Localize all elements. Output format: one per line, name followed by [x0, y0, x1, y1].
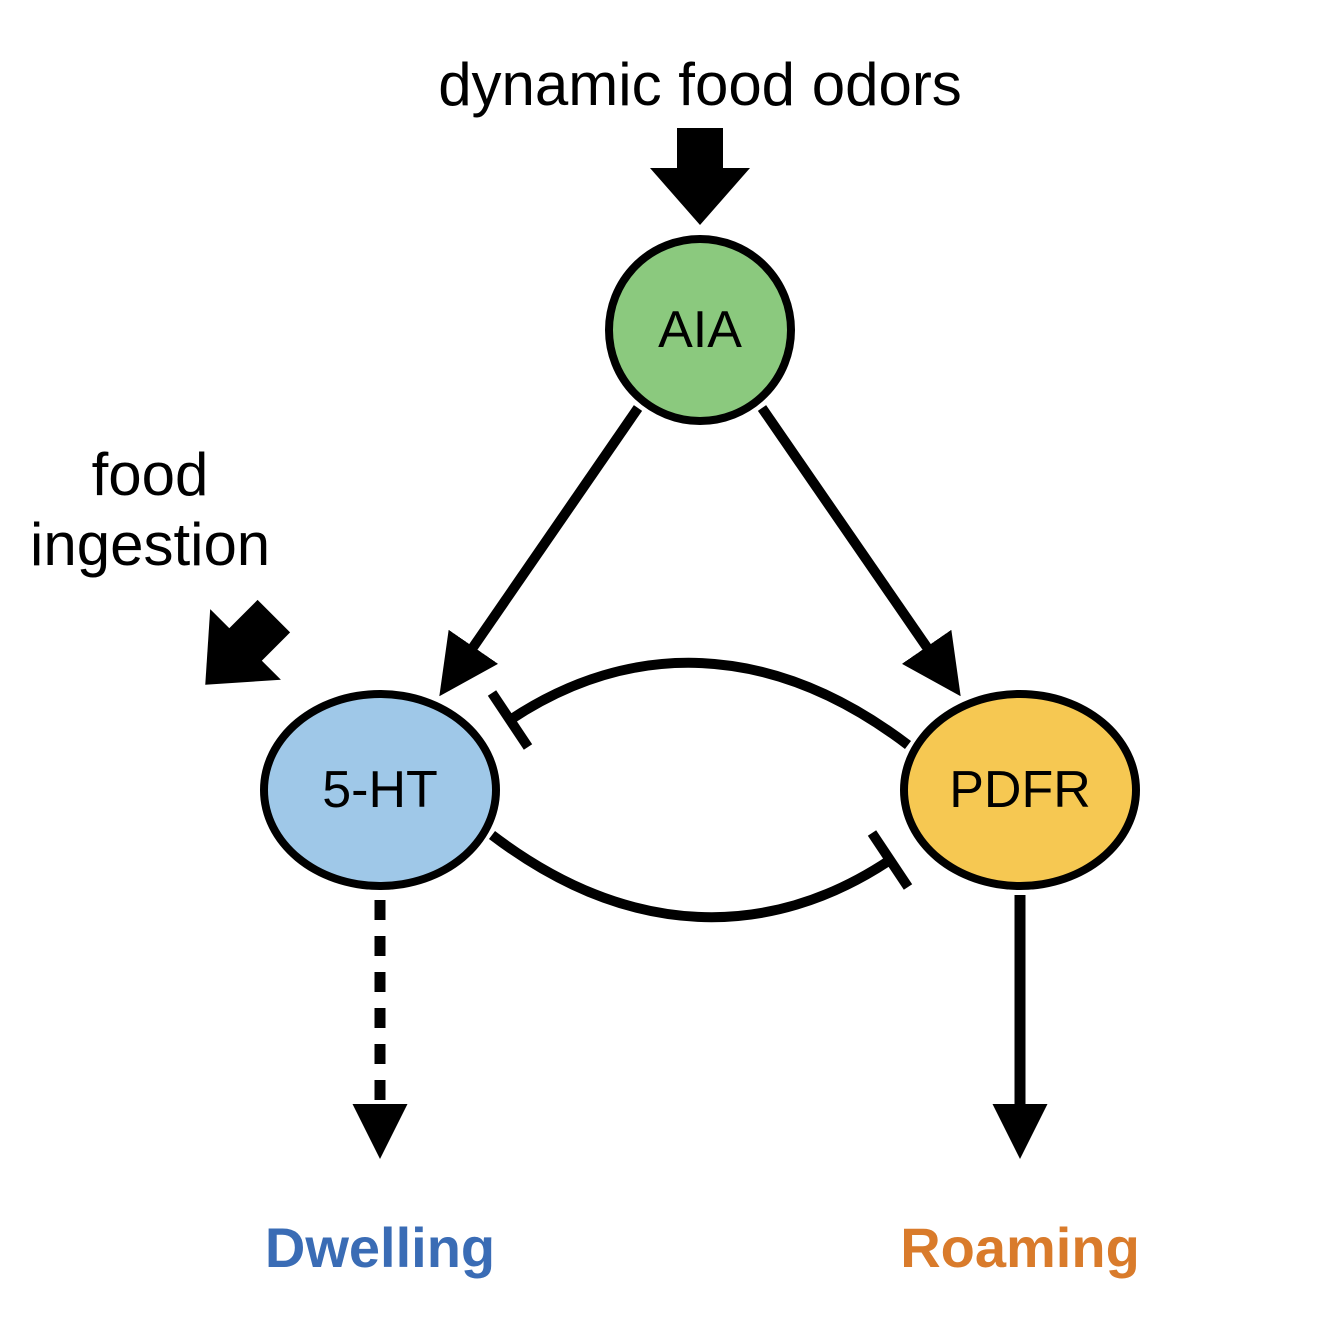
output-dwelling-label: Dwelling — [260, 1215, 500, 1280]
arrow-aia-to-pdfr — [762, 408, 955, 688]
node-5ht-label: 5-HT — [322, 760, 438, 820]
node-pdfr-label: PDFR — [949, 760, 1091, 820]
food-ingestion-label-line2: ingestion — [30, 510, 270, 579]
arrow-aia-to-5ht — [445, 408, 638, 688]
arrow-ingestion-to-5ht — [170, 581, 309, 720]
node-aia-label: AIA — [658, 300, 742, 360]
inhibit-pdfr-to-5ht-bar — [492, 693, 528, 747]
inhibit-5ht-to-pdfr — [492, 835, 890, 917]
diagram-arrows — [0, 0, 1322, 1340]
top-input-label: dynamic food odors — [410, 50, 990, 119]
arrow-odors-to-aia — [650, 128, 750, 225]
inhibit-5ht-to-pdfr-bar — [872, 833, 908, 887]
food-ingestion-label-line1: food — [30, 440, 270, 509]
node-aia: AIA — [605, 235, 795, 425]
output-roaming-label: Roaming — [900, 1215, 1140, 1280]
inhibit-pdfr-to-5ht — [510, 663, 908, 745]
node-pdfr: PDFR — [900, 690, 1140, 890]
node-5ht: 5-HT — [260, 690, 500, 890]
